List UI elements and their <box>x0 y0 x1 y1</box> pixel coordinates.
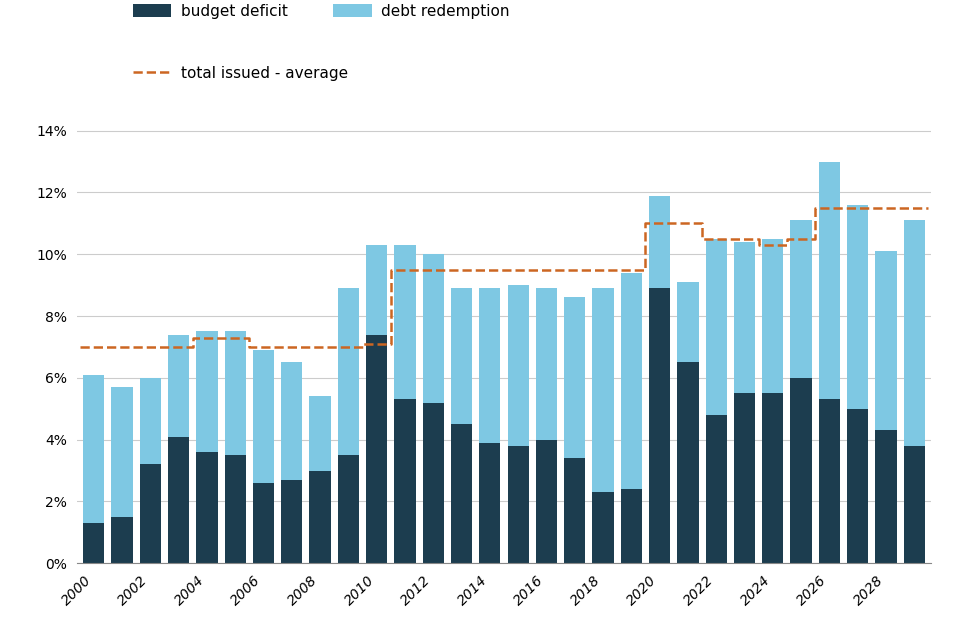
Bar <box>508 446 529 563</box>
Bar <box>847 205 868 409</box>
Bar <box>366 335 387 563</box>
Bar <box>225 332 246 455</box>
Bar <box>706 239 727 415</box>
Bar <box>819 161 840 399</box>
total issued - average <box>923 204 934 212</box>
Bar <box>564 458 586 563</box>
Bar <box>621 489 642 563</box>
Bar <box>592 492 613 563</box>
Bar <box>479 288 500 443</box>
total issued - average <box>357 340 369 348</box>
Bar <box>451 424 472 563</box>
Bar <box>111 387 132 517</box>
Bar <box>508 285 529 446</box>
Bar <box>111 517 132 563</box>
Legend: total issued - average: total issued - average <box>127 60 354 88</box>
Bar <box>395 399 416 563</box>
Bar <box>564 298 586 458</box>
Bar <box>536 288 557 440</box>
Bar <box>338 455 359 563</box>
Bar <box>903 220 924 446</box>
Bar <box>706 415 727 563</box>
Bar <box>252 483 275 563</box>
Bar <box>876 251 897 430</box>
Bar <box>678 362 699 563</box>
Bar <box>140 378 161 465</box>
Bar <box>819 399 840 563</box>
Bar <box>281 480 302 563</box>
total issued - average <box>809 204 821 212</box>
total issued - average <box>612 266 623 273</box>
total issued - average <box>300 343 312 351</box>
Bar <box>649 288 670 563</box>
Bar <box>197 452 218 563</box>
Line: total issued - average: total issued - average <box>80 208 928 347</box>
Bar <box>733 393 756 563</box>
Bar <box>168 335 189 436</box>
Bar <box>790 220 811 378</box>
Bar <box>84 375 105 523</box>
total issued - average <box>357 343 369 351</box>
Bar <box>309 470 330 563</box>
Bar <box>762 239 783 393</box>
Bar <box>84 523 105 563</box>
Bar <box>197 332 218 452</box>
Bar <box>366 245 387 335</box>
Bar <box>621 273 642 489</box>
Bar <box>536 440 557 563</box>
Bar <box>140 465 161 563</box>
Bar <box>252 350 275 483</box>
Bar <box>903 446 924 563</box>
Bar <box>847 409 868 563</box>
Bar <box>649 196 670 288</box>
Bar <box>678 282 699 362</box>
Bar <box>592 288 613 492</box>
total issued - average <box>74 343 85 351</box>
Bar <box>762 393 783 563</box>
Bar <box>790 378 811 563</box>
total issued - average <box>215 334 227 342</box>
Bar <box>281 362 302 480</box>
Bar <box>225 455 246 563</box>
Bar <box>479 443 500 563</box>
Bar <box>168 436 189 563</box>
Bar <box>422 403 444 563</box>
Bar <box>876 430 897 563</box>
Bar <box>395 245 416 399</box>
Bar <box>309 396 330 470</box>
Bar <box>422 254 444 403</box>
Bar <box>338 288 359 455</box>
Bar <box>733 242 756 393</box>
Bar <box>451 288 472 424</box>
total issued - average <box>328 343 340 351</box>
